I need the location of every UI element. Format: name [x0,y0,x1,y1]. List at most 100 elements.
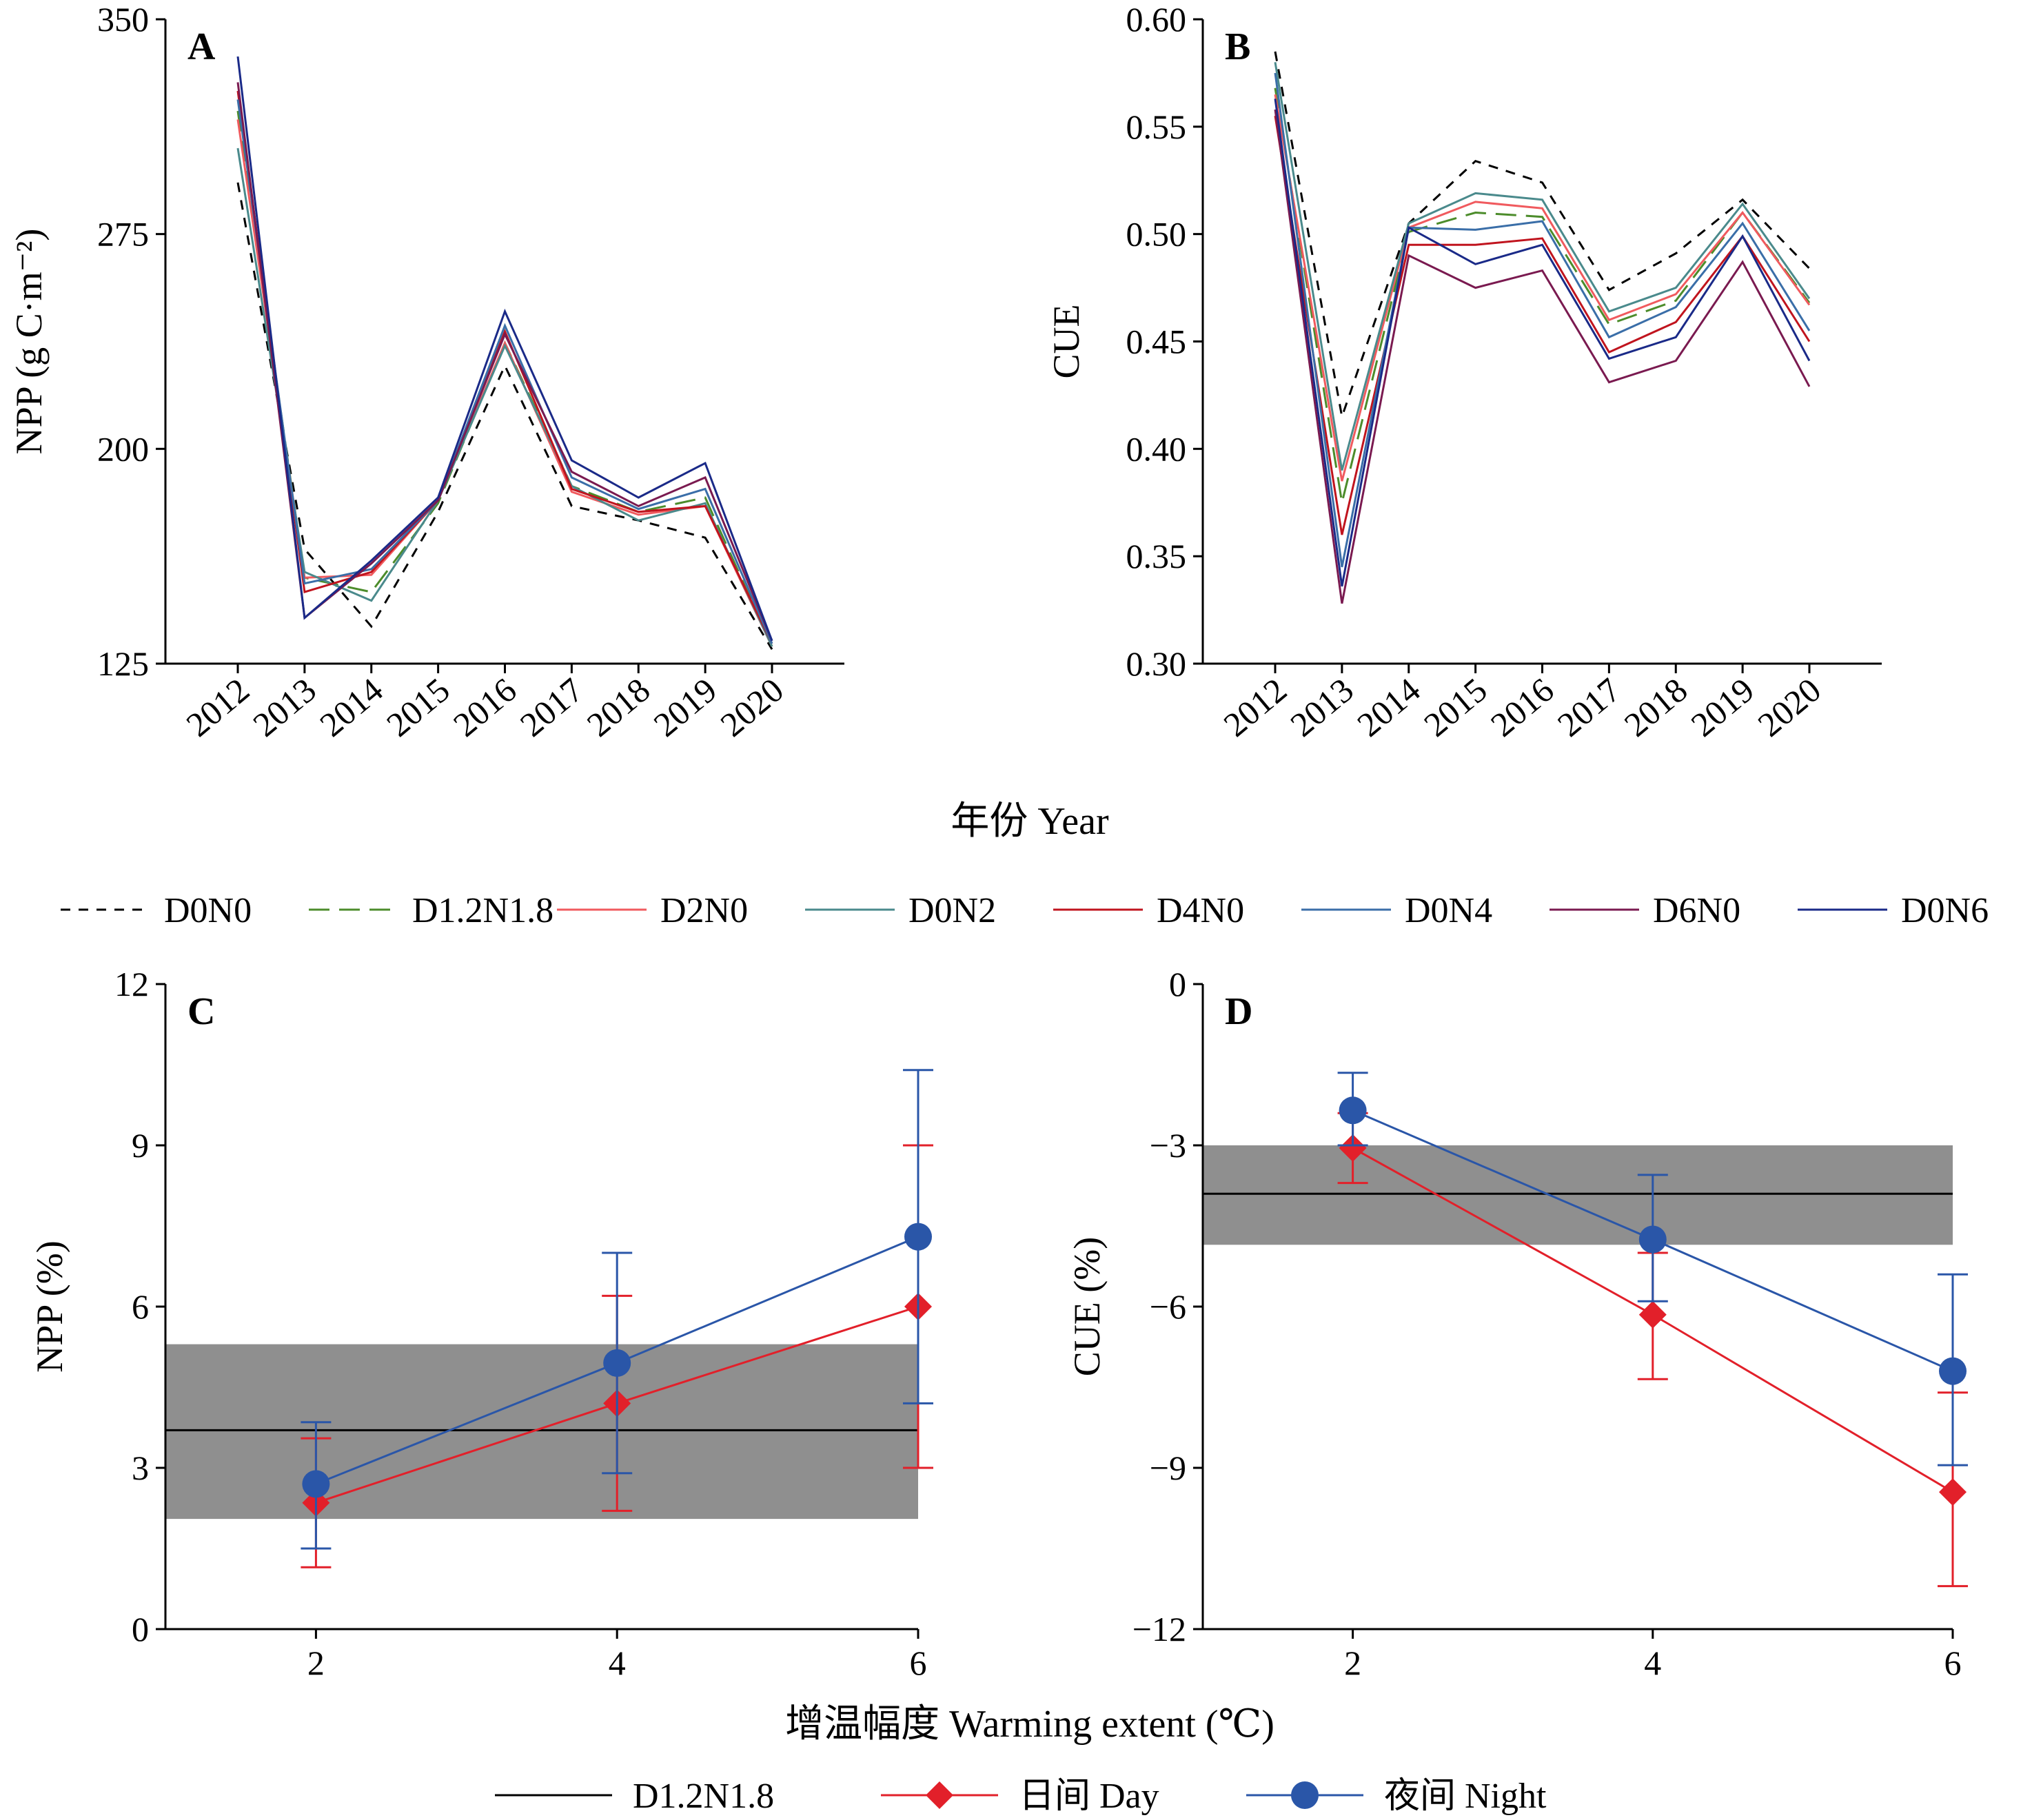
y-tick-label: 6 [132,1287,149,1326]
y-tick-label: 12 [114,965,149,1003]
y-tick-label: −9 [1150,1449,1186,1487]
y-tick-label: 0.55 [1126,108,1187,146]
x-tick-label: 2017 [513,671,591,744]
panel-label: B [1225,25,1250,68]
y-tick-label: 9 [132,1126,149,1165]
x-tick-label: 4 [1644,1644,1661,1682]
series-line-D0N2 [1274,62,1811,471]
series-line-D6N0 [1274,109,1811,604]
x-tick-label: 4 [609,1644,626,1682]
data-point [1339,1134,1367,1162]
panel-b: 0.30 0.35 0.40 0.45 0.50 0.55 0.60 201220132014… [1046,0,1882,744]
panel-d: −12 −9 −6 −3 0 2 4 6 CUE (%) D [1066,965,1968,1682]
y-axis-title: CUE (%) [1066,1237,1108,1376]
data-point [603,1349,631,1377]
y-tick-label: 0.60 [1126,0,1187,39]
data-point [1638,1300,1667,1329]
y-tick-label: 0.50 [1126,215,1187,254]
x-tick-label: 2015 [1416,671,1494,744]
x-tick-label: 2020 [713,671,791,744]
y-tick-label: −12 [1132,1610,1186,1648]
y-tick-label: 125 [97,644,149,683]
top-x-axis-title: 年份 Year [951,800,1109,843]
x-tick-label: 2012 [179,671,256,744]
data-point [1939,1357,1967,1385]
y-tick-label: 3 [132,1449,149,1487]
legend-label-D0N0: D0N0 [164,891,252,930]
series-line-D0N4 [1274,72,1811,568]
y-tick-label: 350 [97,0,149,39]
x-tick-label: 6 [910,1644,927,1682]
bottom-x-axis-title: 增温幅度 Warming extent (℃) [785,1703,1274,1746]
y-tick-label: −6 [1150,1287,1186,1326]
legend-label-D0N4: D0N4 [1405,891,1492,930]
legend-top: D0N0 D1.2N1.8 D2N0 D0N2 D4N0 D0N4 D6N0 D0N6 [61,891,1989,930]
x-tick-label: 2 [307,1644,325,1682]
x-tick-label: 2 [1344,1644,1361,1682]
series-line-D0N0 [236,182,773,650]
y-axis-title: NPP (%) [29,1240,70,1373]
x-tick-label: 2013 [245,671,323,744]
legend-label-D0N6: D0N6 [1901,891,1989,930]
x-tick-label: 2017 [1550,671,1628,744]
data-point [1939,1478,1967,1506]
x-tick-label: 2018 [580,671,658,744]
legend-bottom: D1.2N1.8 日间 Day 夜间 Night [495,1777,1547,1816]
y-tick-label: 200 [97,429,149,468]
series-line-D4N0 [236,90,773,644]
series-line-D2N0 [236,119,773,647]
legend-label-D1.2N1.8: D1.2N1.8 [412,891,553,930]
y-tick-label: 0 [132,1610,149,1648]
legend-label-日间 Day: 日间 Day [1019,1777,1159,1816]
x-tick-label: 2014 [312,671,390,744]
x-tick-label: 2019 [647,671,724,744]
x-tick-label: 2012 [1216,671,1294,744]
y-tick-label: 0.35 [1126,537,1187,575]
legend-label-D6N0: D6N0 [1653,891,1740,930]
x-tick-label: 2019 [1684,671,1762,744]
y-axis-title: CUE [1046,305,1087,379]
series-line-D0N2 [236,147,773,647]
x-tick-label: 2020 [1750,671,1828,744]
legend-label-D2N0: D2N0 [660,891,748,930]
legend-label-D0N2: D0N2 [908,891,996,930]
x-tick-label: 2015 [379,671,457,744]
series-line-D1.2N1.8 [1274,88,1811,503]
legend-marker [1291,1781,1319,1809]
y-tick-label: 275 [97,215,149,254]
x-tick-label: 6 [1944,1644,1962,1682]
x-tick-label: 2014 [1350,671,1428,744]
data-point [1638,1225,1667,1254]
x-tick-label: 2018 [1617,671,1695,744]
panel-c: 0 3 6 9 12 2 4 6 NPP (%) C [29,965,933,1682]
y-tick-label: 0.45 [1126,323,1187,361]
series-line-D1.2N1.8 [236,110,773,647]
panel-label: D [1225,990,1252,1033]
y-tick-label: 0.30 [1126,644,1187,683]
series-line-D0N4 [236,99,773,644]
y-tick-label: −3 [1150,1126,1186,1165]
reference-band [165,1344,918,1520]
series-line-D4N0 [1274,115,1811,535]
legend-label-夜间 Night: 夜间 Night [1384,1777,1547,1816]
panel-label: C [187,990,215,1033]
series-line-D2N0 [1274,94,1811,482]
y-tick-label: 0.40 [1126,429,1187,468]
data-point [302,1470,330,1498]
panel-label: A [187,25,216,68]
data-point [1339,1096,1367,1125]
legend-label-D1.2N1.8: D1.2N1.8 [633,1777,774,1816]
y-axis-title: NPP (g C·m⁻²) [8,229,50,455]
series-line-D6N0 [236,82,773,642]
x-tick-label: 2016 [446,671,524,744]
y-tick-label: 0 [1169,965,1186,1003]
series-line-D0N0 [1274,51,1811,421]
x-tick-label: 2016 [1483,671,1561,744]
series-line-D0N6 [236,56,773,642]
data-point [904,1223,932,1251]
x-tick-label: 2013 [1283,671,1361,744]
series-line-D0N6 [1274,99,1811,587]
reference-band [1203,1145,1953,1245]
legend-marker [926,1781,953,1809]
